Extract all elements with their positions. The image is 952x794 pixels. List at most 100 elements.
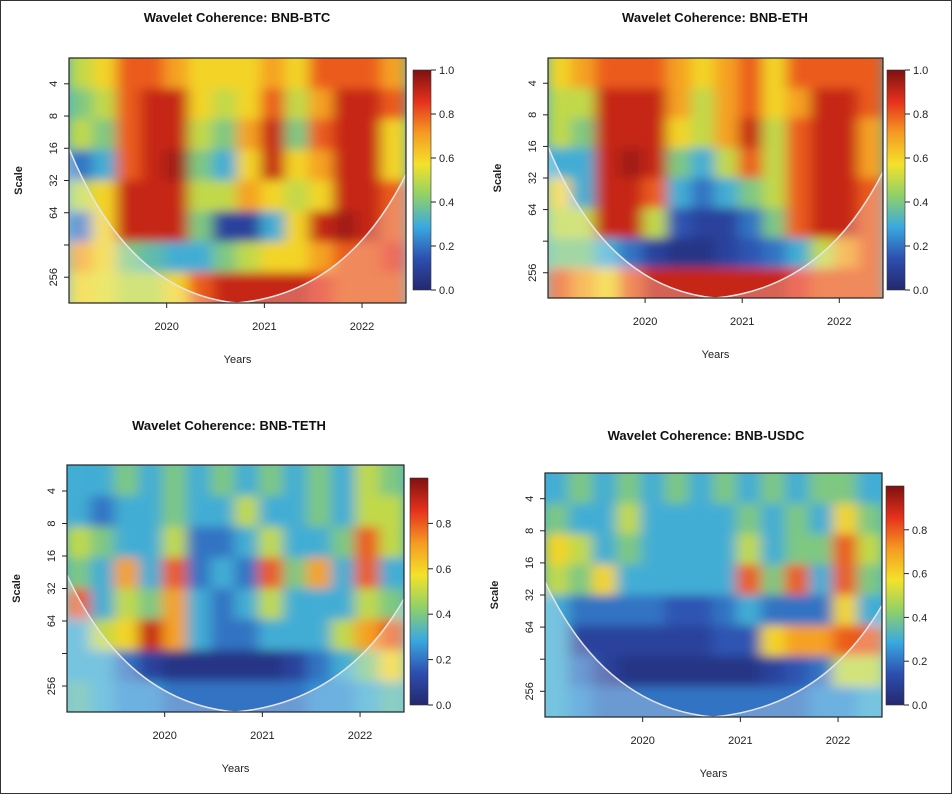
heatmap-cell bbox=[67, 681, 93, 712]
heatmap-cell bbox=[210, 588, 237, 621]
heatmap-cell bbox=[548, 118, 574, 149]
heatmap-cell bbox=[186, 526, 213, 559]
heatmap-cell bbox=[592, 473, 619, 506]
y-tick-label: 4 bbox=[527, 80, 539, 86]
heatmap-cell bbox=[380, 272, 406, 303]
heatmap-cell bbox=[162, 526, 189, 559]
heatmap-cell bbox=[212, 149, 239, 182]
heatmap-cell bbox=[762, 148, 789, 179]
heatmap-cell bbox=[354, 557, 382, 590]
heatmap-cell bbox=[90, 650, 117, 683]
heatmap-cell bbox=[808, 534, 836, 566]
x-tick-label: 2020 bbox=[630, 735, 654, 747]
heatmap-cell bbox=[306, 588, 334, 621]
heatmap-cell bbox=[856, 686, 882, 717]
heatmap-cell bbox=[568, 503, 595, 535]
heatmap-cell bbox=[712, 595, 740, 627]
heatmap-cell bbox=[808, 595, 836, 627]
x-tick-label: 2021 bbox=[250, 730, 274, 742]
heatmap-cell bbox=[834, 238, 861, 269]
heatmap-cell bbox=[260, 88, 288, 121]
heatmap-cell bbox=[116, 119, 143, 151]
heatmap-cell bbox=[810, 208, 837, 239]
chart-title: Wavelet Coherence: BNB-USDC bbox=[608, 428, 805, 443]
heatmap-cell bbox=[762, 178, 789, 209]
heatmap-cell bbox=[212, 241, 239, 274]
heatmap-cell bbox=[188, 119, 215, 151]
heatmap-cell bbox=[69, 180, 95, 213]
colorbar-tick-label: 1.0 bbox=[913, 65, 928, 77]
heatmap-cell bbox=[570, 268, 598, 298]
heatmap-cell bbox=[736, 534, 764, 566]
heatmap-cell bbox=[140, 241, 167, 274]
heatmap-cell bbox=[618, 58, 646, 90]
heatmap-cell bbox=[856, 503, 882, 535]
heatmap-cell bbox=[114, 526, 141, 559]
heatmap-cell bbox=[354, 619, 382, 652]
heatmap-cell bbox=[258, 588, 286, 621]
heatmap-cell bbox=[712, 503, 740, 535]
heatmap-cell bbox=[90, 495, 117, 528]
heatmap-cell bbox=[548, 268, 574, 298]
heatmap-cell bbox=[640, 564, 667, 596]
y-axis-label: Scale bbox=[11, 574, 23, 603]
heatmap-cell bbox=[114, 681, 141, 712]
heatmap-cell bbox=[67, 495, 93, 528]
heatmap-cell bbox=[736, 564, 764, 596]
heatmap-cell bbox=[138, 495, 165, 528]
heatmap-cells bbox=[67, 465, 404, 712]
heatmap-cell bbox=[306, 526, 334, 559]
y-tick-label: 8 bbox=[46, 520, 58, 526]
heatmap-cell bbox=[738, 88, 765, 119]
cone-of-influence-shade bbox=[69, 148, 406, 303]
heatmap-cell bbox=[258, 465, 286, 498]
heatmap-cell bbox=[834, 208, 861, 239]
heatmap-cell bbox=[568, 534, 595, 566]
heatmap-cell bbox=[858, 238, 883, 269]
heatmap-cell bbox=[114, 588, 141, 621]
heatmap-cell bbox=[260, 180, 288, 213]
heatmap-cell bbox=[738, 178, 765, 209]
heatmap-cell bbox=[210, 526, 237, 559]
heatmap-cell bbox=[834, 118, 861, 149]
heatmap-cell bbox=[284, 241, 312, 274]
heatmap-cell bbox=[594, 268, 622, 298]
heatmap-cell bbox=[164, 149, 191, 182]
y-tick-label: 4 bbox=[524, 496, 536, 502]
heatmap-cell bbox=[545, 625, 571, 657]
heatmap-cell bbox=[618, 178, 646, 209]
heatmap-cell bbox=[545, 534, 571, 566]
heatmap-cell bbox=[236, 272, 264, 303]
colorbar-tick-label: 0.2 bbox=[439, 241, 454, 253]
y-tick-label: 256 bbox=[524, 682, 536, 700]
heatmap-cell bbox=[688, 686, 715, 717]
y-axis-label: Scale bbox=[492, 164, 504, 193]
heatmap-cell bbox=[640, 473, 667, 506]
heatmap-cell bbox=[210, 619, 237, 652]
heatmap-cell bbox=[138, 681, 165, 712]
heatmap-cell bbox=[140, 119, 167, 151]
y-tick-label: 16 bbox=[524, 557, 536, 569]
heatmap-cell bbox=[664, 564, 691, 596]
heatmap-cell bbox=[784, 656, 812, 688]
heatmap-cell bbox=[260, 149, 288, 182]
cone-of-influence-line bbox=[548, 146, 883, 298]
heatmap-cell bbox=[114, 557, 141, 590]
heatmap-cell bbox=[90, 681, 117, 712]
y-tick-label: 256 bbox=[48, 268, 60, 286]
heatmap-cell bbox=[832, 595, 860, 627]
heatmap-cell bbox=[712, 564, 740, 596]
heatmap-cell bbox=[810, 58, 837, 90]
heatmap-cell bbox=[736, 503, 764, 535]
x-tick-label: 2022 bbox=[827, 316, 851, 328]
heatmap-cell bbox=[356, 119, 384, 151]
heatmap bbox=[548, 58, 883, 298]
heatmap-cell bbox=[570, 178, 598, 209]
colorbar-tick-label: 0.6 bbox=[436, 564, 451, 576]
heatmap-cell bbox=[548, 238, 574, 269]
heatmap-cell bbox=[545, 473, 571, 506]
heatmap-cell bbox=[306, 495, 334, 528]
heatmap-cell bbox=[688, 564, 715, 596]
heatmap-cell bbox=[618, 238, 646, 269]
heatmap-cell bbox=[714, 58, 741, 90]
